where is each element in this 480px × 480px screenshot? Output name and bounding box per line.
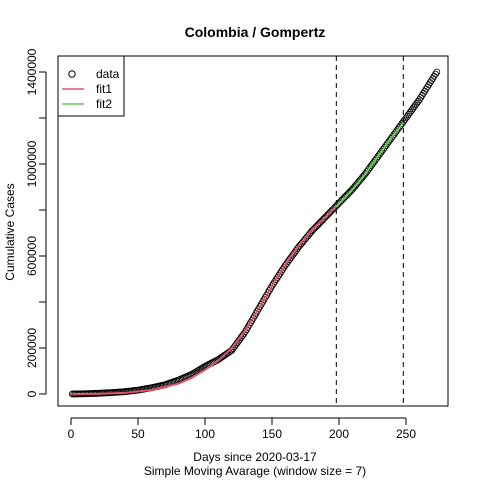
data-point [425,81,433,89]
x-tick-label: 250 [396,427,416,441]
data-point [430,72,438,80]
legend-data-marker [68,70,76,78]
y-tick-label: 1000000 [25,140,39,187]
data-point [433,68,441,76]
y-tick-label: 0 [25,390,39,397]
x-axis-sublabel: Simple Moving Avarage (window size = 7) [144,464,366,478]
data-points [68,68,441,398]
x-tick-label: 100 [195,427,215,441]
y-tick-label: 200000 [25,328,39,368]
data-point [420,89,427,97]
y-tick-label: 1400000 [25,48,39,95]
x-tick-label: 0 [68,427,75,441]
legend: data fit1 fit2 [57,55,125,117]
data-point [428,77,435,84]
chart-title: Colombia / Gompertz [185,24,326,40]
x-axis: 0 50 100 150 200 250 [68,417,416,441]
legend-box [57,55,125,117]
legend-fit2-label: fit2 [96,97,112,111]
y-axis-label: Cumulative Cases [3,183,17,280]
y-tick-label: 600000 [25,236,39,276]
data-point [432,70,439,78]
data-point [418,91,426,99]
y-axis: 0 200000 600000 1000000 1400000 [25,48,47,397]
data-point [429,74,437,82]
legend-data-label: data [96,67,120,81]
x-tick-label: 150 [262,427,282,441]
x-axis-label: Days since 2020-03-17 [193,450,317,464]
fit-lines [72,121,405,395]
x-tick-label: 50 [131,427,145,441]
data-point [421,87,429,95]
series-line-fit1 [72,205,338,395]
data-point [426,79,434,87]
x-tick-label: 200 [329,427,349,441]
legend-fit1-label: fit1 [96,82,112,96]
plot-frame [57,55,449,407]
data-point [422,85,430,93]
data-point [424,83,431,91]
vertical-reference-lines [335,56,404,406]
series-line-fit2 [335,121,405,208]
